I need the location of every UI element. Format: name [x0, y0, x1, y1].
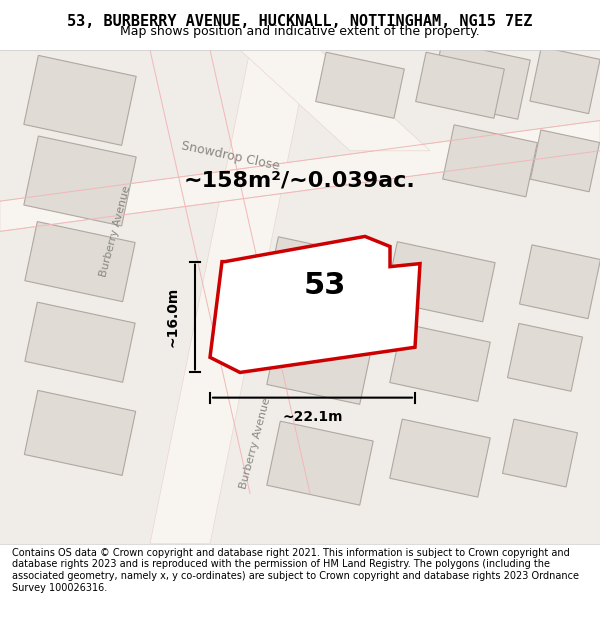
Polygon shape: [150, 50, 310, 544]
Polygon shape: [264, 237, 376, 327]
Polygon shape: [390, 323, 490, 401]
Polygon shape: [508, 323, 583, 391]
Text: Contains OS data © Crown copyright and database right 2021. This information is : Contains OS data © Crown copyright and d…: [12, 548, 579, 592]
Polygon shape: [25, 391, 136, 476]
Text: ~158m²/~0.039ac.: ~158m²/~0.039ac.: [184, 171, 416, 191]
Polygon shape: [430, 41, 530, 119]
Polygon shape: [24, 56, 136, 146]
Polygon shape: [530, 47, 600, 114]
Polygon shape: [416, 52, 505, 118]
Polygon shape: [267, 421, 373, 505]
Text: ~22.1m: ~22.1m: [282, 410, 343, 424]
Polygon shape: [520, 245, 600, 319]
Polygon shape: [240, 50, 430, 151]
Polygon shape: [25, 302, 135, 382]
Text: Snowdrop Close: Snowdrop Close: [179, 139, 280, 172]
Text: ~16.0m: ~16.0m: [166, 287, 180, 347]
Polygon shape: [443, 125, 537, 197]
Polygon shape: [0, 121, 600, 231]
Polygon shape: [210, 236, 420, 372]
Text: 53: 53: [304, 271, 346, 300]
Polygon shape: [316, 52, 404, 118]
Text: 53, BURBERRY AVENUE, HUCKNALL, NOTTINGHAM, NG15 7EZ: 53, BURBERRY AVENUE, HUCKNALL, NOTTINGHA…: [67, 14, 533, 29]
Polygon shape: [530, 130, 599, 192]
Polygon shape: [24, 136, 136, 226]
Polygon shape: [25, 222, 135, 302]
Text: Burberry Avenue: Burberry Avenue: [238, 396, 272, 489]
Polygon shape: [502, 419, 578, 487]
Text: Burberry Avenue: Burberry Avenue: [98, 184, 132, 278]
Polygon shape: [385, 242, 495, 322]
Text: Map shows position and indicative extent of the property.: Map shows position and indicative extent…: [120, 24, 480, 38]
Polygon shape: [267, 321, 373, 404]
Polygon shape: [390, 419, 490, 497]
